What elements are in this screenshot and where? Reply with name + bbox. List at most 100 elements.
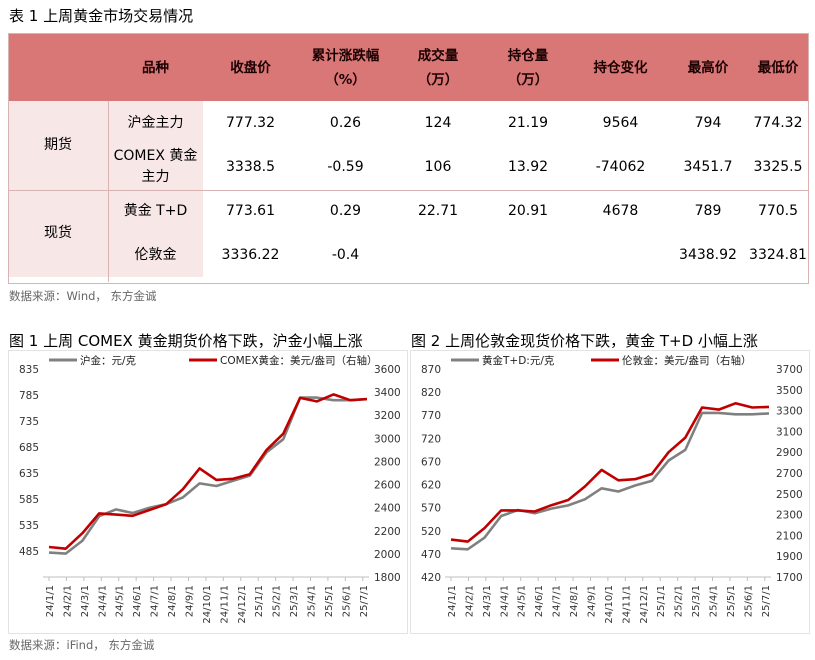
volume-cell: 22.71: [393, 189, 483, 233]
x-tick-label: 24/3/1: [482, 585, 493, 617]
y-right-tick-label: 2200: [374, 526, 401, 538]
y-right-tick-label: 3100: [776, 426, 803, 438]
y-right-tick-label: 1700: [776, 572, 803, 584]
product-cell: COMEX 黄金主力: [108, 145, 203, 189]
low-cell: 774.32: [748, 101, 808, 145]
x-tick-label: 24/7/1: [552, 585, 563, 617]
y-right-tick-label: 2100: [776, 530, 803, 542]
x-tick-label: 24/8/1: [569, 585, 580, 617]
header-oi-change: 持仓变化: [573, 34, 668, 101]
x-tick-label: 24/1/1: [447, 585, 458, 617]
y-right-tick-label: 3500: [776, 385, 803, 397]
header-blank: [8, 34, 108, 101]
low-cell: 3325.5: [748, 145, 808, 189]
y-left-tick-label: 785: [19, 390, 39, 402]
chart-1-svg: 485 535 585 635 685 735 785 835 1800 2000 2200 2400…: [19, 354, 401, 624]
y-left-tick-label: 770: [421, 410, 441, 422]
x-tick-label: 24/9/1: [586, 585, 597, 617]
high-cell: 794: [668, 101, 748, 145]
x-tick-label: 25/6/1: [341, 585, 352, 617]
table-row: 伦敦金 3336.22 -0.4 3438.92 3324.81: [8, 233, 808, 277]
close-cell: 3338.5: [203, 145, 298, 189]
x-tick-label: 24/11/1: [621, 585, 632, 624]
y-right-tick-label: 3400: [374, 387, 401, 399]
x-tick-label: 25/4/1: [306, 585, 317, 617]
change-cell: -0.4: [298, 233, 393, 277]
gold-market-table: 品种 收盘价 累计涨跌幅 （%） 成交量 （万） 持仓量 （万） 持仓变化 最高价 最…: [8, 34, 808, 277]
y-left-tick-label: 670: [421, 456, 441, 468]
x-tick-label: 25/4/1: [708, 585, 719, 617]
group-label-futures: 期货: [8, 101, 108, 189]
header-close: 收盘价: [203, 34, 298, 101]
high-cell: 789: [668, 189, 748, 233]
y-right-tick-label: 1900: [776, 551, 803, 563]
x-tick-label: 25/5/1: [324, 585, 335, 617]
y-right-tick-label: 3700: [776, 364, 803, 376]
product-cell: 伦敦金: [108, 233, 203, 277]
close-cell: 777.32: [203, 101, 298, 145]
group-label-spot: 现货: [8, 189, 108, 277]
x-tick-label: 25/2/1: [674, 585, 685, 617]
high-cell: 3438.92: [668, 233, 748, 277]
x-tick-label: 24/7/1: [150, 585, 161, 617]
header-low: 最低价: [748, 34, 808, 101]
x-tick-label: 24/11/1: [219, 585, 230, 624]
series-line-left: [450, 411, 770, 551]
x-tick-label: 25/6/1: [743, 585, 754, 617]
oi-change-cell: [573, 233, 668, 277]
series-line-right: [450, 402, 770, 543]
oi-change-cell: 4678: [573, 189, 668, 233]
header-product: 品种: [108, 34, 203, 101]
y-left-tick-label: 820: [421, 387, 441, 399]
x-tick-label: 24/5/1: [517, 585, 528, 617]
header-high: 最高价: [668, 34, 748, 101]
y-right-tick-label: 2800: [374, 456, 401, 468]
oi-change-cell: -74062: [573, 145, 668, 189]
header-open-interest: 持仓量 （万）: [483, 34, 573, 101]
y-right-tick-label: 2000: [374, 549, 401, 561]
y-right-tick-label: 1800: [374, 572, 401, 584]
y-right-tick-label: 3600: [374, 364, 401, 376]
close-cell: 3336.22: [203, 233, 298, 277]
x-tick-label: 24/8/1: [167, 585, 178, 617]
y-right-tick-label: 2600: [374, 480, 401, 492]
y-left-tick-label: 585: [19, 494, 39, 506]
series-line-left: [48, 396, 368, 555]
y-left-tick-label: 485: [19, 546, 39, 558]
x-tick-label: 24/6/1: [534, 585, 545, 617]
x-tick-label: 25/2/1: [272, 585, 283, 617]
x-tick-label: 24/2/1: [62, 585, 73, 617]
column-divider: [108, 101, 109, 282]
x-tick-label: 24/4/1: [97, 585, 108, 617]
y-left-tick-label: 570: [421, 503, 441, 515]
x-tick-label: 24/12/1: [639, 585, 650, 624]
low-cell: 3324.81: [748, 233, 808, 277]
low-cell: 770.5: [748, 189, 808, 233]
y-left-tick-label: 835: [19, 364, 39, 376]
y-left-tick-label: 735: [19, 416, 39, 428]
change-cell: 0.26: [298, 101, 393, 145]
y-left-tick-label: 720: [421, 433, 441, 445]
y-right-tick-label: 2500: [776, 489, 803, 501]
oi-cell: 20.91: [483, 189, 573, 233]
table-source: 数据来源：Wind， 东方金诚: [9, 289, 157, 303]
figures-source: 数据来源：iFind， 东方金诚: [9, 638, 155, 652]
y-right-tick-label: 3300: [776, 406, 803, 418]
y-left-tick-label: 685: [19, 442, 39, 454]
x-tick-label: 25/1/1: [254, 585, 265, 617]
legend-label: COMEX黄金：美元/盎司（右轴）: [220, 354, 378, 367]
y-left-tick-label: 870: [421, 364, 441, 376]
chart-2-svg: 420 470 520 570 620 670 720 770 820 870 1700 1900 21…: [421, 354, 803, 624]
table-row: 现货 黄金 T+D 773.61 0.29 22.71 20.91 4678 7…: [8, 189, 808, 277]
volume-cell: 106: [393, 145, 483, 189]
y-left-tick-label: 620: [421, 480, 441, 492]
y-right-tick-label: 2700: [776, 468, 803, 480]
volume-cell: [393, 233, 483, 277]
oi-cell: [483, 233, 573, 277]
y-right-tick-label: 2300: [776, 510, 803, 522]
chart-1-container: 485 535 585 635 685 735 785 835 1800 2000 2200 2400…: [8, 350, 408, 634]
y-right-tick-label: 2900: [776, 447, 803, 459]
x-tick-label: 24/1/1: [45, 585, 56, 617]
chart-2-container: 420 470 520 570 620 670 720 770 820 870 1700 1900 21…: [410, 350, 810, 634]
x-tick-label: 24/2/1: [464, 585, 475, 617]
